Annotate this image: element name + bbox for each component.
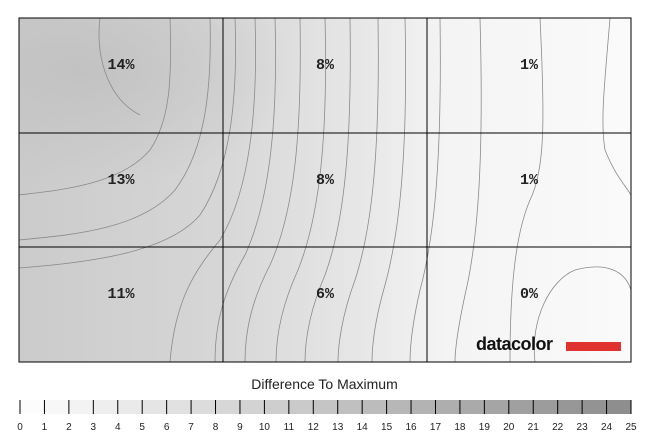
legend-tick-label: 17 (430, 422, 442, 433)
contour-line (244, 17, 301, 363)
legend-tick-label: 2 (66, 422, 72, 433)
heatmap-hotspot (19, 18, 631, 362)
legend-tick-label: 0 (17, 422, 23, 433)
legend-swatch (582, 400, 607, 414)
legend-swatch (508, 400, 534, 414)
contour-line (509, 17, 544, 363)
legend-tick-label: 25 (625, 422, 637, 433)
legend-swatch (68, 400, 94, 414)
cell-value: 1% (520, 57, 539, 74)
legend-swatch (191, 400, 216, 414)
legend-swatch (215, 400, 240, 414)
datacolor-logo-text: datacolor (476, 334, 553, 354)
legend-tick-label: 15 (381, 422, 393, 433)
legend-tick-label: 23 (577, 422, 589, 433)
legend-swatch (533, 400, 558, 414)
contour-line (304, 17, 351, 363)
contour-line (18, 17, 211, 241)
contour-line (371, 17, 407, 363)
legend-tick-label: 9 (237, 422, 243, 433)
legend-title: Difference To Maximum (251, 376, 398, 392)
cell-value: 1% (520, 172, 539, 189)
contour-line (214, 17, 276, 363)
legend-swatch (142, 400, 167, 414)
legend-tick-label: 18 (454, 422, 466, 433)
legend-tick-label: 8 (213, 422, 219, 433)
legend-swatches (20, 400, 631, 414)
legend-swatch (313, 400, 338, 414)
legend-tick-label: 13 (332, 422, 344, 433)
legend-tick-label: 12 (308, 422, 320, 433)
legend-swatch (264, 400, 289, 414)
legend-tick-label: 21 (528, 422, 540, 433)
legend-tick-label: 1 (42, 422, 48, 433)
legend-swatch (606, 400, 631, 414)
legend-swatch (239, 400, 265, 414)
cell-value: 6% (316, 286, 335, 303)
legend-swatch (411, 400, 436, 414)
contour-line (602, 17, 632, 196)
legend-tick-label: 10 (259, 422, 271, 433)
legend-swatch (288, 400, 314, 414)
legend-swatch (117, 400, 143, 414)
contour-line (275, 17, 326, 363)
cell-value: 8% (316, 172, 335, 189)
contour-line (98, 17, 141, 116)
cell-value: 0% (520, 286, 539, 303)
legend-swatch (362, 400, 387, 414)
cell-value: 8% (316, 57, 335, 74)
cell-value: 13% (107, 172, 135, 189)
legend-tick-label: 24 (601, 422, 613, 433)
legend-tick-label: 16 (405, 422, 417, 433)
contour-line (18, 17, 236, 269)
legend-tick-label: 4 (115, 422, 121, 433)
legend-tick-label: 3 (91, 422, 97, 433)
uniformity-heatmap: 14% 8% 1% 13% 8% 1% 11% 6% 0% (18, 17, 632, 363)
legend-swatch (44, 400, 69, 414)
contour-line (533, 266, 632, 363)
legend-tick-label: 7 (188, 422, 194, 433)
legend-swatch (435, 400, 460, 414)
legend-swatch (386, 400, 412, 414)
legend-tick-label: 20 (503, 422, 515, 433)
contour-line (454, 17, 482, 363)
grid-border (18, 17, 632, 363)
legend-swatch (557, 400, 583, 414)
legend-tick-label: 14 (357, 422, 369, 433)
legend-tick-label: 5 (139, 422, 145, 433)
legend-tick-label: 22 (552, 422, 564, 433)
legend-tick-label: 6 (164, 422, 170, 433)
cell-labels: 14% 8% 1% 13% 8% 1% 11% 6% 0% (107, 57, 539, 303)
datacolor-logo-bar (566, 342, 621, 351)
cell-value: 11% (107, 286, 135, 303)
legend-ticks: 0 1 2 3 4 5 6 7 8 9 10 11 12 13 14 15 16 17 18 19 20 21 22 23 24… (17, 400, 637, 433)
cell-value: 14% (107, 57, 135, 74)
grid-lines (18, 17, 632, 363)
legend-swatch (484, 400, 509, 414)
legend-swatch (337, 400, 363, 414)
contour-line (18, 17, 172, 196)
legend-swatch (166, 400, 192, 414)
legend-tick-label: 11 (284, 422, 295, 433)
legend-swatch (20, 400, 45, 414)
legend-scale: 0 1 2 3 4 5 6 7 8 9 10 11 12 13 14 15 16 17 18 19 20 21 22 23 24… (17, 400, 637, 433)
legend-swatch (93, 400, 118, 414)
legend-swatch (459, 400, 485, 414)
contour-line (337, 17, 379, 363)
contour-line (169, 17, 256, 363)
legend-tick-label: 19 (479, 422, 491, 433)
